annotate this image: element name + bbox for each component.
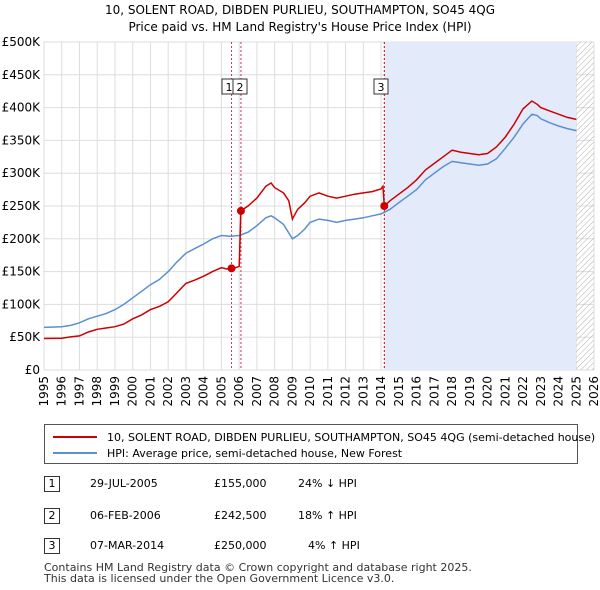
sale-number: 2: [44, 508, 60, 524]
y-tick-label: £450K: [2, 68, 42, 82]
y-tick-label: £150K: [2, 265, 42, 279]
y-tick-label: £250K: [2, 199, 42, 213]
footer-license: This data is licensed under the Open Gov…: [44, 572, 395, 585]
x-tick-label: 2005: [214, 376, 228, 407]
y-tick-label: £100K: [2, 297, 42, 311]
y-tick-label: £200K: [2, 232, 42, 246]
x-tick-label: 2024: [552, 376, 566, 407]
x-tick-label: 2015: [392, 376, 406, 407]
sale-hpi-change: 18% ↑ HPI: [298, 509, 357, 522]
x-tick-label: 2011: [321, 376, 335, 407]
legend-line-hpi: [53, 452, 97, 454]
sale-dot-3: [380, 202, 389, 210]
x-tick-label: 2018: [445, 376, 459, 407]
x-tick-label: 2017: [427, 376, 441, 407]
legend-line-property: [53, 436, 97, 438]
legend: 10, SOLENT ROAD, DIBDEN PURLIEU, SOUTHAM…: [44, 424, 595, 464]
x-tick-label: 1997: [72, 376, 86, 407]
legend-item-property: 10, SOLENT ROAD, DIBDEN PURLIEU, SOUTHAM…: [53, 429, 595, 445]
chart-subtitle: Price paid vs. HM Land Registry's House …: [128, 20, 471, 34]
x-tick-label: 2008: [268, 376, 282, 407]
footer-copyright: Contains HM Land Registry data © Crown c…: [44, 561, 472, 574]
x-tick-label: 1996: [55, 376, 69, 407]
sale-label-2: 2: [237, 81, 244, 94]
sale-label-3: 3: [378, 81, 385, 94]
y-tick-label: £50K: [9, 330, 41, 344]
x-tick-label: 2013: [356, 376, 370, 407]
shaded-regions: [384, 42, 594, 370]
sale-price: £242,500: [214, 509, 267, 522]
sale-label-1: 1: [226, 81, 233, 94]
y-tick-label: £350K: [2, 133, 42, 147]
future-hatched-region: [576, 42, 594, 370]
sale-dot-1: [227, 264, 236, 273]
y-tick-label: £300K: [2, 166, 42, 180]
sale-hpi-change: 4% ↑ HPI: [308, 539, 360, 552]
x-tick-label: 2000: [126, 376, 140, 407]
x-tick-label: 2001: [143, 376, 157, 407]
series-lines: [43, 100, 577, 340]
x-axis: 1995 1996 1997 1998 1999 2000 2001 2002 2003 2004…: [37, 376, 600, 407]
y-tick-label: £0: [25, 363, 40, 377]
property-price-line: [43, 100, 577, 340]
price-chart: 10, SOLENT ROAD, DIBDEN PURLIEU, SOUTHAM…: [2, 3, 600, 407]
legend-item-hpi: HPI: Average price, semi-detached house,…: [53, 445, 402, 461]
x-tick-label: 2021: [498, 376, 512, 407]
sale-price: £155,000: [214, 477, 267, 490]
sale-number: 1: [44, 476, 60, 492]
sale-date: 07-MAR-2014: [90, 539, 165, 552]
x-tick-label: 1995: [37, 376, 51, 407]
sale-label-box-2: [232, 78, 248, 95]
chart-title: 10, SOLENT ROAD, DIBDEN PURLIEU, SOUTHAM…: [105, 3, 495, 17]
x-tick-label: 2016: [410, 376, 424, 407]
x-tick-label: 2025: [569, 376, 583, 407]
x-tick-label: 2020: [481, 376, 495, 407]
x-tick-label: 1999: [108, 376, 122, 407]
x-tick-label: 2004: [197, 376, 211, 407]
x-tick-label: 2003: [179, 376, 193, 407]
x-tick-label: 2002: [161, 376, 175, 407]
sale-number: 3: [44, 538, 60, 554]
sale-date: 06-FEB-2006: [90, 509, 161, 522]
sale-date: 29-JUL-2005: [90, 477, 158, 490]
sale-hpi-change: 24% ↓ HPI: [298, 477, 357, 490]
post-sale-shaded-region: [384, 42, 577, 370]
x-tick-label: 2012: [339, 376, 353, 407]
x-tick-label: 2007: [250, 376, 264, 407]
x-tick-label: 2014: [374, 376, 388, 407]
x-tick-label: 2026: [587, 376, 600, 407]
x-tick-label: 2010: [303, 376, 317, 407]
x-tick-label: 1998: [90, 376, 104, 407]
x-tick-label: 2022: [516, 376, 530, 407]
y-tick-label: £500K: [2, 35, 42, 49]
x-tick-label: 2006: [232, 376, 246, 407]
hpi-line: [43, 113, 577, 329]
legend-label-property: 10, SOLENT ROAD, DIBDEN PURLIEU, SOUTHAM…: [107, 430, 596, 444]
sale-dot-2: [236, 206, 245, 215]
legend-label-hpi: HPI: Average price, semi-detached house,…: [107, 446, 403, 460]
x-tick-label: 2019: [463, 376, 477, 407]
y-axis: £0 £50K £100K £150K £200K £250K £300K £350K £400…: [2, 35, 42, 377]
sale-label-box-3: [373, 78, 389, 95]
y-tick-label: £400K: [2, 101, 42, 115]
x-tick-label: 2023: [534, 376, 548, 407]
x-tick-label: 2009: [285, 376, 299, 407]
sale-price: £250,000: [214, 539, 267, 552]
